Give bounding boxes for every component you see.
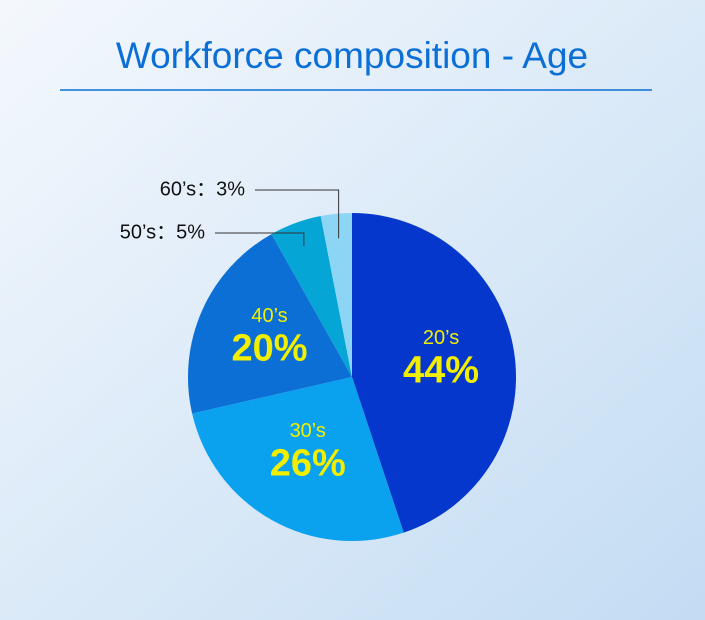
pie-slice bbox=[192, 377, 404, 541]
slice-value: 44% bbox=[403, 350, 479, 392]
slice-category: 20’s bbox=[423, 327, 459, 349]
leader-line bbox=[255, 189, 340, 239]
slice-value: 26% bbox=[270, 443, 346, 485]
pie-slice bbox=[352, 213, 516, 533]
chart-title: Workforce composition - Age bbox=[116, 35, 588, 76]
slice-value: 20% bbox=[231, 328, 307, 370]
pie-slice bbox=[187, 234, 352, 414]
outer-category: 60’s bbox=[160, 178, 196, 200]
slice-category: 40’s bbox=[251, 305, 287, 327]
pie-slice bbox=[271, 216, 352, 377]
outer-value: ：5% bbox=[156, 221, 205, 243]
pie-slice bbox=[320, 213, 352, 377]
slice-category: 30’s bbox=[290, 420, 326, 442]
leader-line bbox=[215, 232, 305, 247]
outer-category: 50’s bbox=[120, 221, 156, 243]
outer-value: ：3% bbox=[196, 178, 245, 200]
